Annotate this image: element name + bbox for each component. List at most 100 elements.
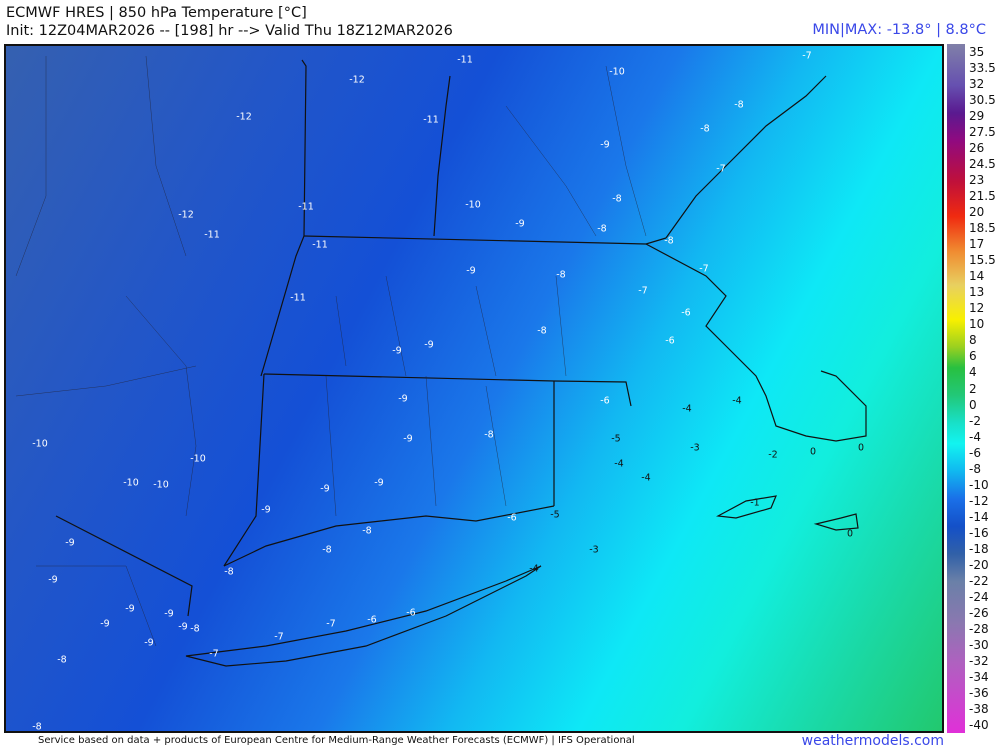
temperature-contour-label: -7 (326, 618, 336, 630)
temperature-contour-label: -9 (125, 603, 135, 615)
temperature-contour-label: -8 (556, 269, 566, 281)
temperature-contour-label: -9 (320, 483, 330, 495)
temperature-contour-label: -2 (768, 449, 778, 461)
colorbar-tick-label: 13 (969, 285, 985, 300)
temperature-contour-label: -6 (681, 307, 691, 319)
temperature-contour-label: -6 (507, 512, 517, 524)
temperature-contour-label: -10 (153, 479, 169, 491)
colorbar-tick-label: -16 (969, 525, 989, 540)
temperature-contour-label: -11 (423, 114, 439, 126)
colorbar-tick-label: 12 (969, 301, 985, 316)
temperature-contour-label: -8 (57, 654, 67, 666)
colorbar-tick-label: 27.5 (969, 125, 996, 140)
temperature-contour-label: 0 (809, 446, 817, 458)
colorbar-tick-label: 29 (969, 109, 985, 124)
temperature-map: -12 -11 -10 -7 -12 -11 -8 -8 -9 -7 -12 -11 -11 -10 -9-… (4, 44, 944, 733)
colorbar-tick-label: 21.5 (969, 189, 996, 204)
temperature-contour-label: 0 (846, 528, 854, 540)
colorbar-tick-label: 10 (969, 317, 985, 332)
temperature-contour-label: -7 (274, 631, 284, 643)
temperature-contour-label: -4 (529, 563, 539, 575)
temperature-contour-label: -9 (398, 393, 408, 405)
colorbar-tick-label: 24.5 (969, 157, 996, 172)
colorbar-tick-label: -32 (969, 653, 989, 668)
temperature-contour-label: -8 (362, 525, 372, 537)
colorbar-tick-label: -6 (969, 445, 981, 460)
temperature-contour-label: -8 (484, 429, 494, 441)
map-title: ECMWF HRES | 850 hPa Temperature [°C] (6, 5, 307, 21)
ma-ri-border (553, 380, 632, 407)
temperature-contour-label: 0 (857, 442, 865, 454)
temperature-contour-label: -3 (589, 544, 599, 556)
colorbar-tick-label: 17 (969, 237, 985, 252)
temperature-contour-label: -8 (597, 223, 607, 235)
colorbar-tick-label: -8 (969, 461, 981, 476)
temperature-contour-label: -7 (699, 263, 709, 275)
temperature-contour-label: -8 (734, 99, 744, 111)
colorbar-tick-label: -20 (969, 557, 989, 572)
ma-coast (645, 243, 867, 442)
colorbar-tick-label: -18 (969, 541, 989, 556)
colorbar-tick-label: -12 (969, 493, 989, 508)
colorbar-tick-label: 18.5 (969, 221, 996, 236)
colorbar-tick-label: -36 (969, 685, 989, 700)
colorbar-tick-label: 8 (969, 333, 977, 348)
min-max-readout: MIN|MAX: -13.8° | 8.8°C (812, 22, 986, 38)
temperature-contour-label: -10 (32, 438, 48, 450)
state-borders (15, 55, 867, 667)
temperature-contour-label: -7 (716, 163, 726, 175)
temperature-contour-label: -7 (802, 50, 812, 62)
temperature-contour-label: -12 (178, 209, 194, 221)
temperature-contour-label: -5 (611, 433, 621, 445)
marthas-vineyard (716, 495, 777, 519)
temperature-contour-label: -11 (457, 54, 473, 66)
temperature-contour-label: -8 (32, 721, 42, 733)
colorbar-tick-label: -22 (969, 573, 989, 588)
ma-ct-border (263, 373, 555, 382)
temperature-contour-label: -10 (609, 66, 625, 78)
colorbar-tick-label: 0 (969, 397, 977, 412)
temperature-contour-label: -11 (298, 201, 314, 213)
temperature-contour-label: -8 (537, 325, 547, 337)
colorbar-tick-label: -28 (969, 621, 989, 636)
long-island (185, 565, 542, 667)
temperature-contour-label: -7 (209, 648, 219, 660)
temperature-contour-label: -9 (100, 618, 110, 630)
temperature-contour-label: -9 (65, 537, 75, 549)
map-title-block: ECMWF HRES | 850 hPa Temperature [°C] In… (6, 4, 453, 40)
temperature-contour-label: -4 (641, 472, 651, 484)
temperature-contour-label: -11 (290, 292, 306, 304)
temperature-contour-label: -4 (614, 458, 624, 470)
temperature-contour-label: -8 (224, 566, 234, 578)
colorbar-tick-label: -14 (969, 509, 989, 524)
temperature-contour-label: -6 (600, 395, 610, 407)
temperature-contour-label: -1 (750, 497, 760, 509)
temperature-contour-label: -10 (465, 199, 481, 211)
colorbar-tick-label: 30.5 (969, 93, 996, 108)
ny-nj-border (55, 515, 193, 617)
colorbar-tick-label: -34 (969, 669, 989, 684)
temperature-contour-label: -9 (424, 339, 434, 351)
colorbar-tick-label: -30 (969, 637, 989, 652)
temperature-contour-label: -9 (515, 218, 525, 230)
colorbar-tick-label: 4 (969, 365, 977, 380)
temperature-contour-label: -6 (367, 614, 377, 626)
temperature-contour-label: -10 (190, 453, 206, 465)
colorbar-tick-label: -38 (969, 701, 989, 716)
colorbar-tick-label: 32 (969, 77, 985, 92)
temperature-contour-label: -8 (190, 623, 200, 635)
temperature-contour-label: -8 (700, 123, 710, 135)
temperature-contour-label: -11 (204, 229, 220, 241)
colorbar-tick-label: 20 (969, 205, 985, 220)
nh-ma-border (303, 235, 667, 245)
colorbar-tick-label: 23 (969, 173, 985, 188)
colorbar-ticks: 35 33.5 32 30.5 29 27.5 26 24.5 23 21.5 20 18.5 17 15… (969, 44, 1000, 733)
vt-nh-border (260, 59, 307, 377)
colorbar-tick-label: 15.5 (969, 253, 996, 268)
ny-ct-border (223, 373, 265, 567)
colorbar-tick-label: -4 (969, 429, 981, 444)
temperature-contour-label: -12 (349, 74, 365, 86)
temperature-contour-label: -6 (665, 335, 675, 347)
brand-link[interactable]: weathermodels.com (801, 733, 944, 749)
temperature-contour-label: -9 (164, 608, 174, 620)
